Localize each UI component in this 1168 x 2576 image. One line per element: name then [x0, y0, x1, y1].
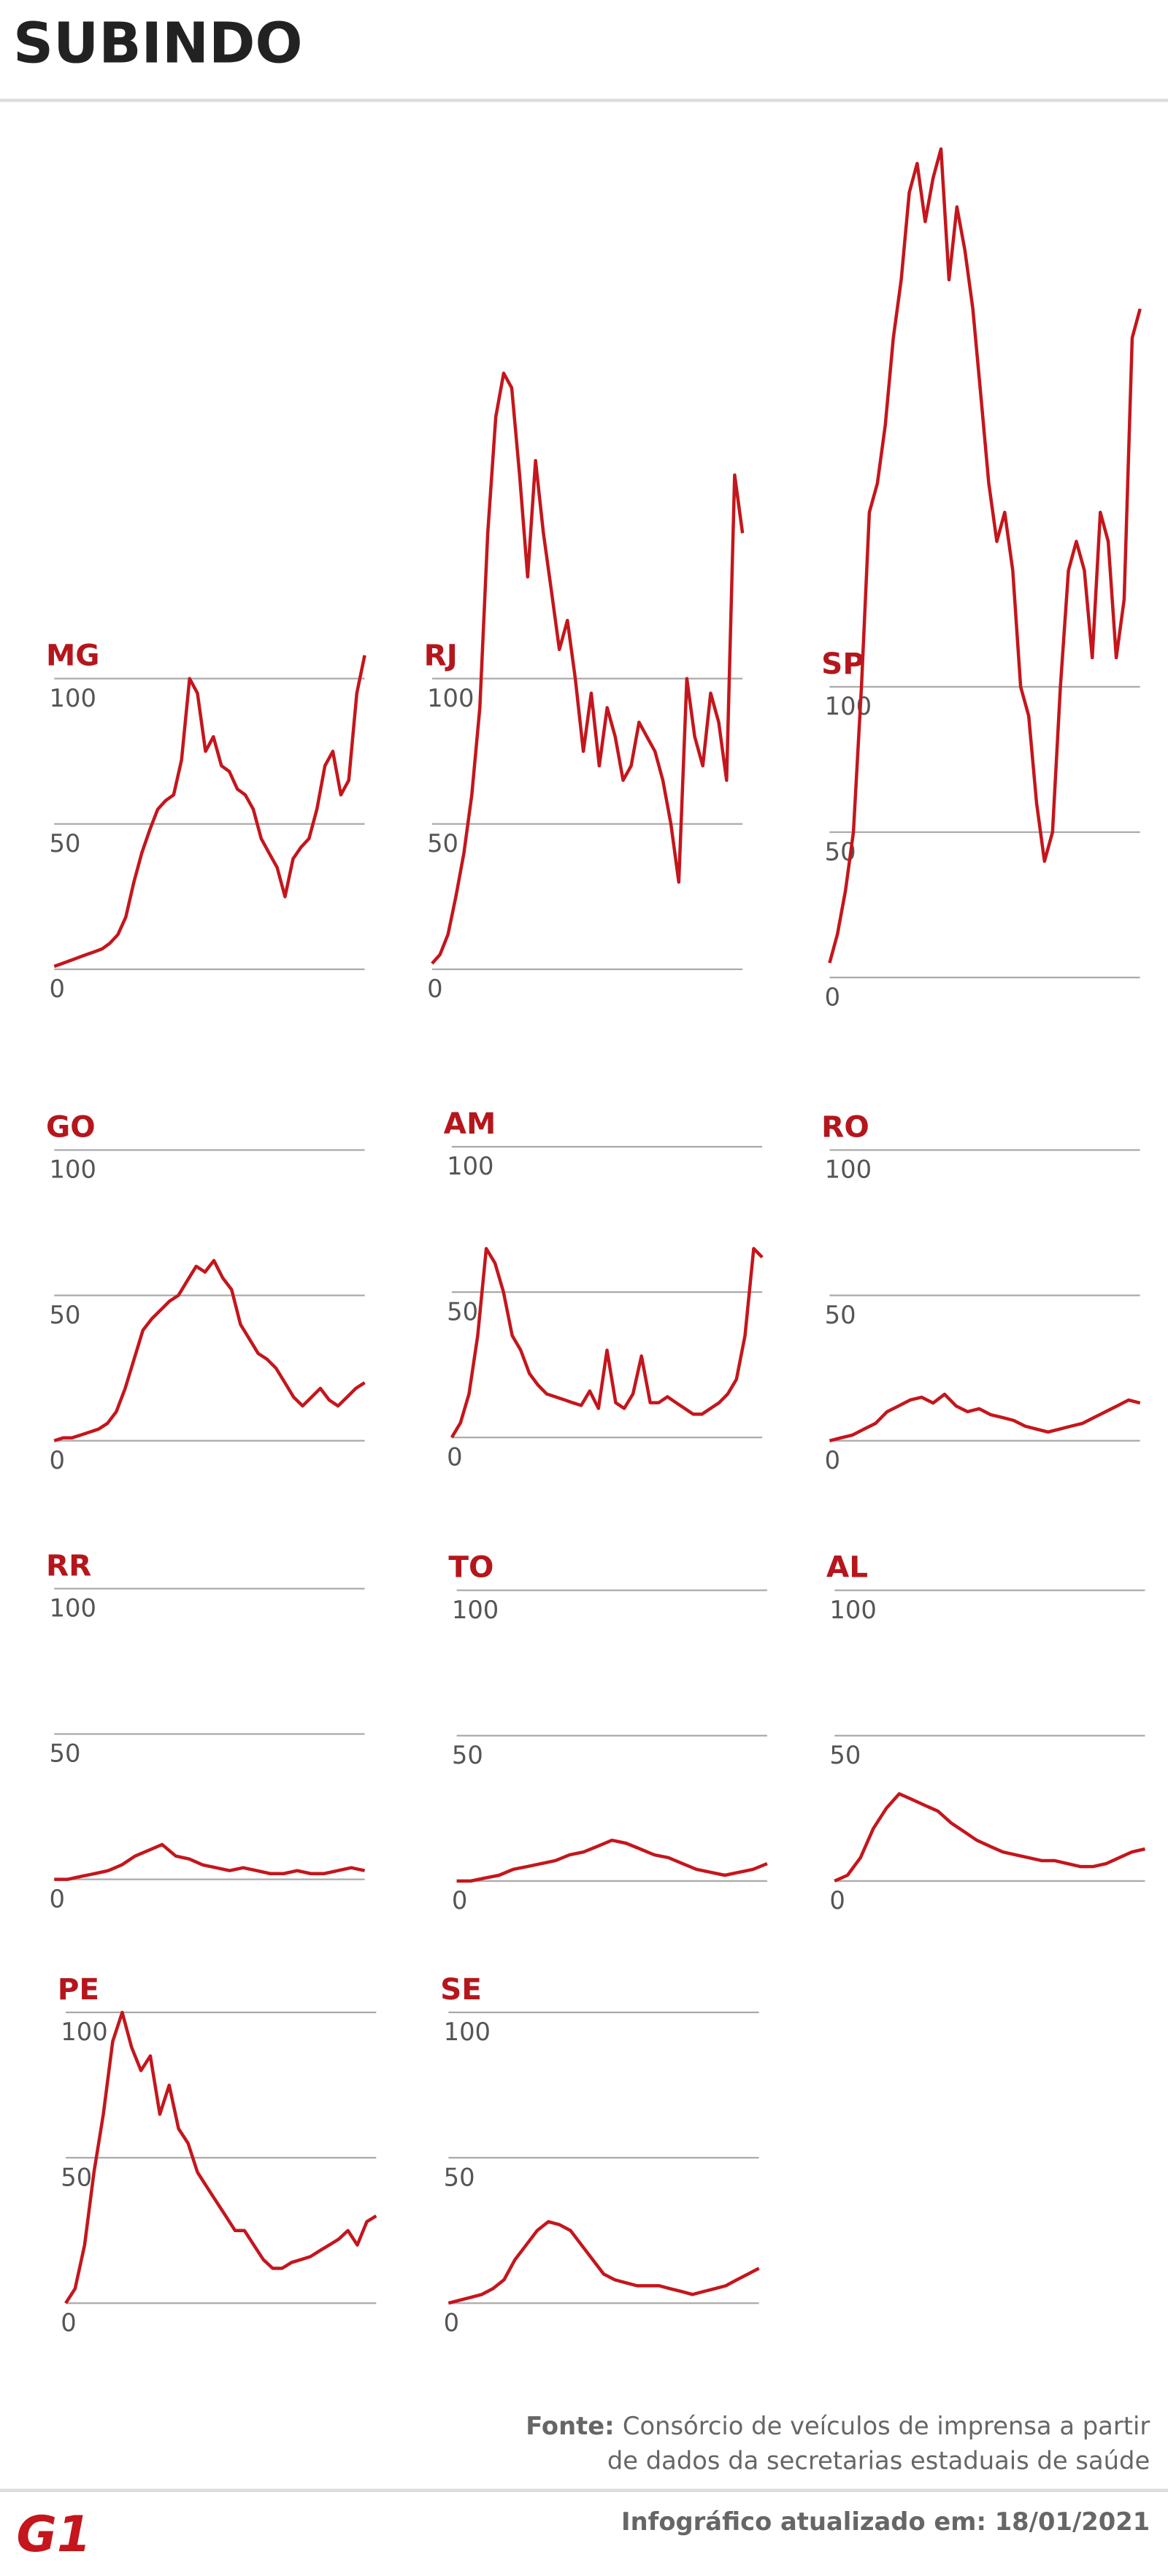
header-title: SUBINDO [13, 12, 303, 77]
state-label: GO [46, 1109, 96, 1144]
y-tick-label: 50 [444, 2163, 475, 2191]
state-label: AL [826, 1550, 868, 1585]
source-text: de dados da secretarias estaduais de saú… [607, 2447, 1150, 2475]
y-tick-label: 100 [447, 1152, 493, 1180]
state-label: TO [448, 1550, 493, 1585]
y-tick-label: 50 [452, 1741, 483, 1769]
series-line [834, 1792, 1145, 1883]
y-tick-label: 0 [50, 1885, 65, 1913]
y-tick-label: 100 [50, 684, 96, 712]
source-text: Consórcio de veículos de imprensa a part… [623, 2412, 1150, 2440]
y-tick-label: 0 [825, 1446, 840, 1475]
y-tick-label: 100 [444, 2018, 491, 2046]
y-tick-label: 0 [427, 974, 442, 1003]
y-tick-label: 0 [61, 2308, 76, 2337]
source-label: Fonte: [526, 2412, 614, 2440]
source: Fonte: Consórcio de veículos de imprensa … [526, 2412, 1150, 2440]
y-tick-label: 100 [825, 1156, 872, 1184]
y-tick-label: 50 [447, 1297, 478, 1326]
y-tick-label: 100 [452, 1596, 499, 1624]
y-tick-label: 100 [825, 692, 872, 720]
y-tick-label: 100 [50, 1156, 96, 1184]
state-label: MG [46, 638, 100, 673]
state-label: RO [821, 1109, 869, 1144]
y-tick-label: 0 [447, 1443, 462, 1472]
y-tick-label: 50 [50, 1739, 81, 1768]
series-line [828, 147, 1142, 964]
y-tick-label: 0 [829, 1886, 845, 1915]
y-tick-label: 100 [61, 2018, 107, 2046]
series-line [450, 1247, 764, 1439]
y-tick-label: 0 [444, 2308, 459, 2337]
y-tick-label: 50 [50, 829, 81, 858]
y-tick-label: 0 [50, 1446, 65, 1475]
series-line [64, 2010, 377, 2304]
y-tick-label: 100 [829, 1596, 876, 1624]
series-line [829, 1392, 1141, 1442]
state-label: RR [46, 1547, 91, 1583]
y-tick-label: 100 [427, 684, 474, 712]
charts: 0 50 100 MG 0 50 100 RJ 0 50 100 SP 0 50 100 GO 0 50 100 AM… [46, 147, 1145, 2337]
state-label: SE [440, 1972, 482, 2007]
y-tick-label: 100 [50, 1594, 96, 1623]
logo: G1 [17, 2505, 91, 2563]
series-line [53, 1258, 366, 1442]
y-tick-label: 0 [825, 983, 840, 1011]
state-label: AM [444, 1106, 496, 1141]
series-line [447, 2220, 760, 2305]
y-tick-label: 50 [825, 1301, 856, 1329]
y-tick-label: 50 [427, 829, 458, 858]
y-tick-label: 50 [829, 1741, 861, 1769]
series-line [456, 1838, 768, 1883]
updated: Infográfico atualizado em: 18/01/2021 [621, 2507, 1150, 2536]
series-line [53, 655, 366, 969]
state-label: RJ [424, 638, 458, 673]
y-tick-label: 0 [452, 1886, 467, 1915]
state-label: SP [821, 646, 864, 681]
y-tick-label: 50 [50, 1301, 81, 1329]
y-tick-label: 50 [61, 2163, 92, 2191]
y-tick-label: 0 [50, 974, 65, 1003]
state-label: PE [58, 1972, 99, 2007]
series-line [431, 372, 745, 965]
series-line [54, 1842, 366, 1881]
